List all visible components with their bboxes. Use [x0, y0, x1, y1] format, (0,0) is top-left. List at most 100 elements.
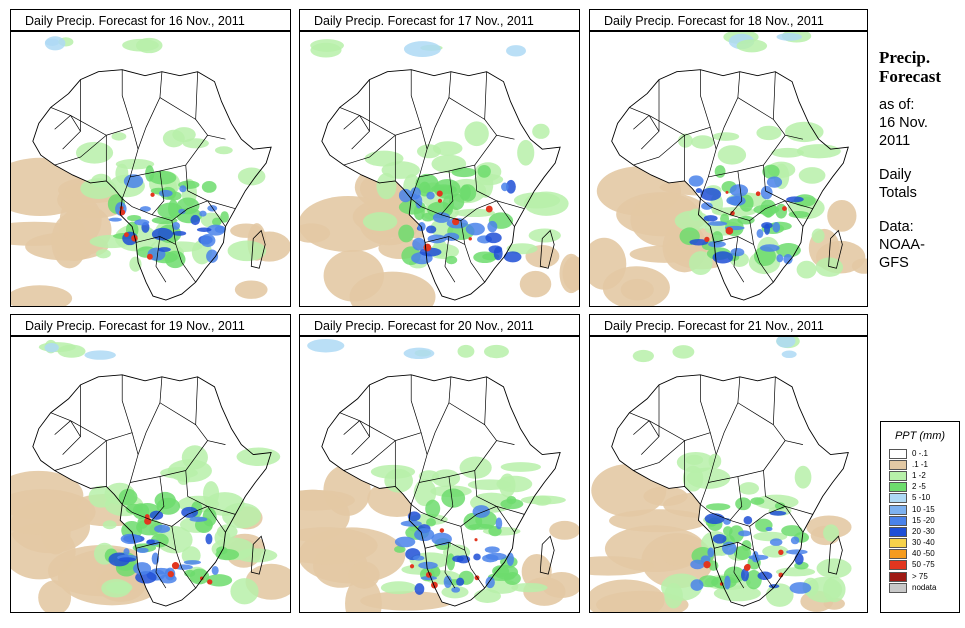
rain-area	[44, 36, 66, 51]
rain-area	[704, 513, 725, 525]
country-border	[700, 504, 731, 521]
rain-area	[149, 170, 177, 185]
issue-date-line-2: 2011	[879, 133, 911, 149]
country-border	[448, 97, 485, 120]
country-border	[410, 374, 428, 455]
heavy-rain-cell	[474, 538, 478, 542]
rain-area	[750, 497, 765, 505]
dry-area	[300, 223, 331, 243]
dry-area	[11, 489, 96, 535]
heading-line-2: Forecast	[879, 67, 941, 86]
rain-area	[708, 453, 722, 469]
rain-area	[362, 212, 398, 231]
country-border	[137, 71, 163, 150]
rain-area	[456, 555, 471, 564]
rain-area	[206, 249, 219, 263]
rain-area	[765, 526, 773, 532]
rain-area	[484, 546, 500, 554]
country-border	[444, 542, 456, 589]
rain-area	[701, 202, 713, 210]
rain-area	[129, 256, 142, 272]
rain-area	[765, 583, 794, 607]
country-border	[729, 506, 786, 527]
country-border	[715, 376, 741, 455]
rain-area	[796, 144, 841, 159]
rain-area	[724, 575, 731, 590]
coastline	[32, 374, 272, 607]
country-border	[351, 79, 370, 150]
rain-area	[495, 517, 503, 530]
madagascar-outline	[828, 229, 843, 269]
rain-area	[167, 459, 212, 483]
rain-area	[786, 549, 808, 555]
rain-area	[794, 553, 804, 565]
country-border	[425, 541, 472, 569]
dry-area	[660, 540, 699, 567]
rain-area	[688, 175, 704, 187]
country-border	[444, 236, 456, 283]
country-border	[733, 542, 745, 589]
dry-area	[348, 561, 380, 589]
country-border	[425, 236, 472, 263]
rain-area	[403, 41, 441, 57]
dry-area	[360, 591, 454, 611]
country-border	[130, 135, 208, 178]
forecast-info: Precip. Forecast as of: 16 Nov. 2011 Dai…	[879, 48, 963, 272]
rain-area	[214, 225, 226, 233]
rain-area	[485, 576, 495, 589]
rain-area	[482, 554, 499, 563]
rain-area	[441, 488, 466, 508]
rain-area	[416, 144, 442, 159]
country-border	[62, 384, 81, 455]
country-border	[62, 79, 81, 150]
heavy-rain-cell	[704, 236, 710, 243]
rain-area	[181, 546, 201, 565]
rain-area	[783, 254, 793, 265]
heading-line-1: Precip.	[879, 48, 931, 67]
daily-line-2: Totals	[879, 185, 917, 201]
legend-swatch	[889, 470, 907, 481]
country-border	[54, 440, 107, 471]
rain-area	[472, 505, 490, 518]
dry-area	[11, 285, 73, 306]
rain-area	[506, 552, 514, 566]
country-border	[700, 374, 717, 455]
heavy-rain-cell	[485, 205, 493, 213]
rain-area	[84, 350, 116, 360]
legend-item: nodata	[889, 582, 959, 593]
forecast-panel-4: Daily Precip. Forecast for 19 Nov., 2011	[10, 314, 291, 613]
country-border	[185, 470, 226, 533]
rain-area	[123, 174, 144, 189]
country-border	[633, 420, 650, 435]
rain-area	[415, 194, 423, 209]
country-border	[460, 526, 466, 551]
country-border	[700, 149, 717, 199]
rain-area	[506, 179, 516, 194]
rain-area	[511, 582, 548, 593]
madagascar-outline	[250, 229, 266, 269]
rain-area	[158, 189, 173, 197]
rain-area	[164, 250, 186, 269]
rain-area	[460, 184, 471, 201]
heavy-rain-cell	[743, 564, 751, 571]
dry-area	[349, 271, 436, 306]
rain-area	[425, 499, 441, 518]
rain-area	[823, 524, 839, 542]
rain-area	[127, 215, 142, 222]
country-border	[714, 236, 760, 263]
rain-area	[766, 176, 783, 188]
panel-title: Daily Precip. Forecast for 16 Nov., 2011	[10, 9, 291, 31]
rain-area	[57, 344, 86, 358]
rain-area	[189, 516, 208, 522]
country-border	[700, 198, 731, 215]
rain-area	[199, 210, 207, 217]
forecast-panel-2: Daily Precip. Forecast for 17 Nov., 2011	[299, 9, 580, 307]
legend-item: 0 -.1	[889, 448, 959, 459]
legend-item: .1 -1	[889, 459, 959, 470]
rain-area	[136, 547, 149, 554]
legend-label: 40 -50	[912, 549, 935, 559]
country-border	[151, 170, 165, 215]
rain-area	[398, 224, 415, 243]
rain-area	[776, 337, 796, 348]
country-border	[151, 476, 165, 521]
